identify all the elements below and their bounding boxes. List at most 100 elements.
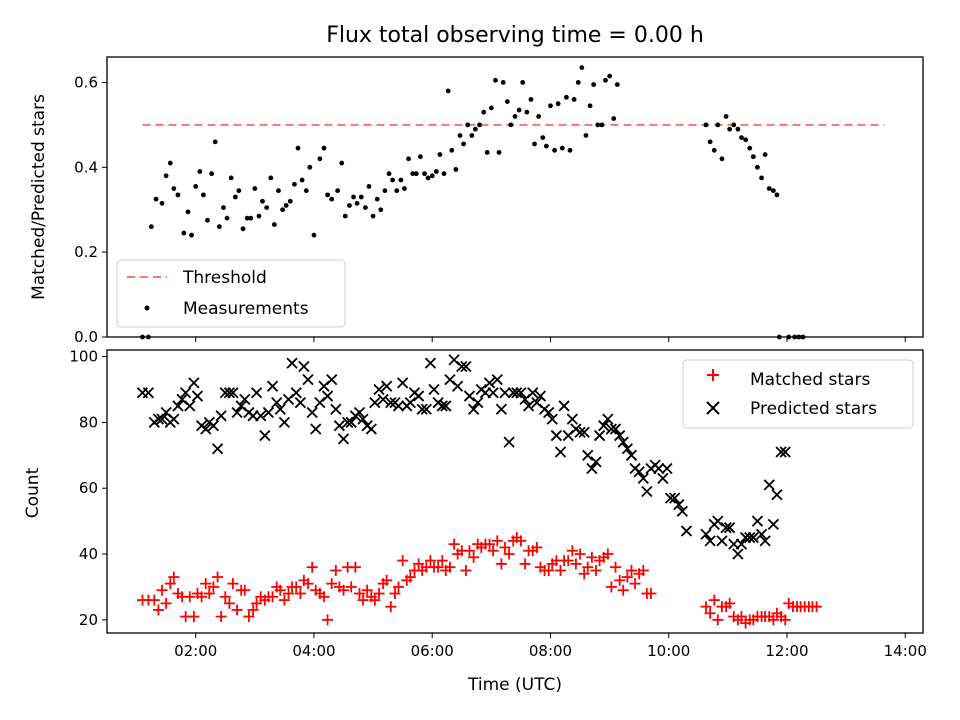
matched-stars-point bbox=[555, 564, 567, 576]
predicted-stars-legend-swatch bbox=[706, 401, 720, 415]
predicted-stars-point bbox=[566, 413, 578, 425]
measurement-point bbox=[532, 141, 537, 147]
measurement-point bbox=[244, 215, 250, 221]
measurement-point bbox=[386, 171, 392, 177]
measurement-point bbox=[185, 209, 191, 215]
matched-stars-point bbox=[621, 571, 633, 583]
matched-stars-point bbox=[444, 561, 456, 573]
predicted-stars-point bbox=[188, 377, 200, 389]
predicted-stars-point bbox=[598, 420, 610, 432]
measurement-point bbox=[774, 192, 780, 198]
bottom-y-tick-label: 60 bbox=[79, 479, 98, 497]
measurement-point bbox=[484, 150, 490, 155]
measurement-point bbox=[224, 215, 230, 221]
predicted-stars-point bbox=[337, 433, 350, 445]
predicted-stars-point bbox=[239, 393, 251, 405]
predicted-stars-point bbox=[716, 535, 728, 547]
predicted-stars-point bbox=[381, 380, 393, 392]
measurement-point bbox=[354, 200, 360, 206]
matched-stars-point bbox=[349, 561, 361, 573]
measurement-point bbox=[181, 230, 187, 236]
measurement-point bbox=[283, 203, 289, 208]
matched-stars-point bbox=[503, 548, 515, 560]
measurement-point bbox=[276, 188, 281, 194]
predicted-stars-point bbox=[286, 357, 298, 369]
matched-stars-point bbox=[200, 578, 212, 590]
predicted-stars-point bbox=[775, 446, 787, 458]
predicted-stars-point bbox=[712, 515, 724, 527]
predicted-stars-point bbox=[554, 446, 567, 458]
matched-stars-legend-swatch bbox=[707, 369, 719, 381]
predicted-stars-point bbox=[543, 406, 555, 419]
measurement-point bbox=[311, 232, 317, 238]
measurement-point bbox=[406, 156, 411, 162]
predicted-stars-point bbox=[700, 528, 712, 540]
matched-stars-point bbox=[432, 561, 444, 573]
matched-stars-point bbox=[156, 584, 168, 596]
predicted-stars-point bbox=[330, 403, 342, 415]
bottom-y-tick-label: 80 bbox=[79, 413, 98, 431]
matched-stars-point bbox=[196, 591, 208, 603]
measurement-point bbox=[370, 213, 376, 219]
predicted-stars-point bbox=[755, 528, 768, 540]
bottom-legend-box bbox=[682, 359, 914, 429]
matched-stars-point bbox=[361, 584, 373, 596]
measurement-point bbox=[461, 141, 466, 147]
predicted-stars-point bbox=[274, 403, 286, 415]
predicted-stars-point bbox=[550, 429, 563, 442]
matched-stars-point bbox=[231, 604, 243, 616]
predicted-stars-point bbox=[223, 387, 236, 399]
x-tick-label: 14:00 bbox=[884, 642, 927, 660]
matched-stars-point bbox=[148, 594, 160, 606]
x-axis-label: Time (UTC) bbox=[467, 675, 562, 695]
matched-stars-point bbox=[562, 555, 574, 567]
measurement-point bbox=[216, 224, 222, 230]
matched-stars-point bbox=[712, 614, 724, 626]
measurement-point bbox=[363, 205, 368, 211]
measurement-point bbox=[260, 198, 265, 204]
x-tick-label: 10:00 bbox=[647, 642, 690, 660]
predicted-stars-point bbox=[590, 456, 602, 468]
predicted-stars-point bbox=[310, 423, 322, 435]
top-y-tick-label: 0.6 bbox=[74, 73, 98, 91]
measurements-legend-swatch bbox=[144, 305, 150, 311]
matched-stars-point bbox=[318, 591, 330, 603]
measurement-point bbox=[614, 82, 620, 87]
predicted-stars-point bbox=[266, 380, 279, 392]
matched-stars-point bbox=[188, 611, 200, 623]
predicted-stars-point bbox=[578, 426, 590, 438]
matched-stars-point bbox=[326, 578, 338, 590]
matched-stars-point bbox=[578, 568, 590, 580]
matched-stars-point bbox=[247, 604, 259, 616]
matched-stars-point bbox=[274, 584, 286, 596]
measurement-point bbox=[232, 194, 238, 200]
matched-stars-point bbox=[385, 601, 397, 613]
predicted-stars-point bbox=[377, 393, 389, 405]
matched-stars-point bbox=[373, 588, 385, 600]
measurement-point bbox=[307, 164, 313, 170]
predicted-stars-point bbox=[558, 400, 570, 412]
top-y-tick-label: 0.4 bbox=[74, 158, 98, 176]
measurement-point bbox=[425, 175, 431, 181]
matched-stars-point bbox=[290, 581, 302, 593]
predicted-stars-point bbox=[262, 406, 275, 419]
predicted-stars-point bbox=[534, 390, 547, 402]
measurement-point bbox=[205, 217, 210, 223]
measurement-point bbox=[209, 171, 215, 177]
bottom-legend: Matched stars Predicted stars bbox=[682, 359, 914, 429]
matched-stars-point bbox=[617, 584, 629, 596]
predicted-stars-point bbox=[759, 535, 771, 547]
matched-stars-point bbox=[491, 535, 503, 547]
predicted-stars-point bbox=[751, 515, 764, 527]
top-panel: 0.0 0.2 0.4 0.6 Matched/Predicted stars Thr… bbox=[29, 56, 924, 346]
measurement-point bbox=[437, 152, 443, 157]
measurement-point bbox=[382, 188, 388, 194]
x-tick-label: 08:00 bbox=[529, 642, 572, 660]
measurement-point bbox=[171, 186, 177, 191]
measurement-point bbox=[543, 143, 549, 149]
predicted-stars-point bbox=[207, 420, 220, 432]
predicted-stars-point bbox=[515, 387, 527, 399]
measurement-point bbox=[264, 205, 270, 211]
predicted-stars-point bbox=[172, 400, 184, 412]
matched-stars-point bbox=[227, 578, 239, 590]
